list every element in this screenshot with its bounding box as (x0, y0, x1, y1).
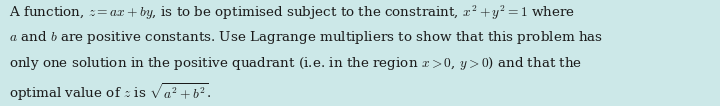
Text: only one solution in the positive quadrant (i.e. in the region $x > 0$, $y > 0$): only one solution in the positive quadra… (9, 55, 582, 72)
Text: optimal value of $z$ is $\sqrt{a^2 + b^2}$.: optimal value of $z$ is $\sqrt{a^2 + b^2… (9, 81, 212, 103)
Text: A function, $z = ax + by$, is to be optimised subject to the constraint, $x^{2} : A function, $z = ax + by$, is to be opti… (9, 3, 575, 22)
Text: $a$ and $b$ are positive constants. Use Lagrange multipliers to show that this p: $a$ and $b$ are positive constants. Use … (9, 29, 603, 46)
